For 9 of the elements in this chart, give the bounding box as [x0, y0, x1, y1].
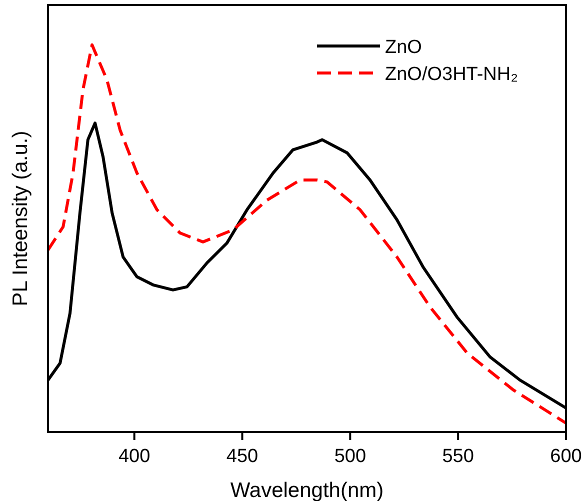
- y-axis-title: PL Inteensity (a.u.): [9, 130, 32, 306]
- x-tick-label: 500: [334, 446, 366, 467]
- legend-label: ZnO: [385, 37, 422, 58]
- x-tick-label: 400: [118, 446, 150, 467]
- x-tick-label: 450: [226, 446, 258, 467]
- x-tick-label: 600: [550, 446, 582, 467]
- x-axis-title: Wavelength(nm): [230, 479, 384, 501]
- legend-label: ZnO/O3HT-NH₂: [385, 64, 518, 85]
- x-tick-label: 550: [442, 446, 474, 467]
